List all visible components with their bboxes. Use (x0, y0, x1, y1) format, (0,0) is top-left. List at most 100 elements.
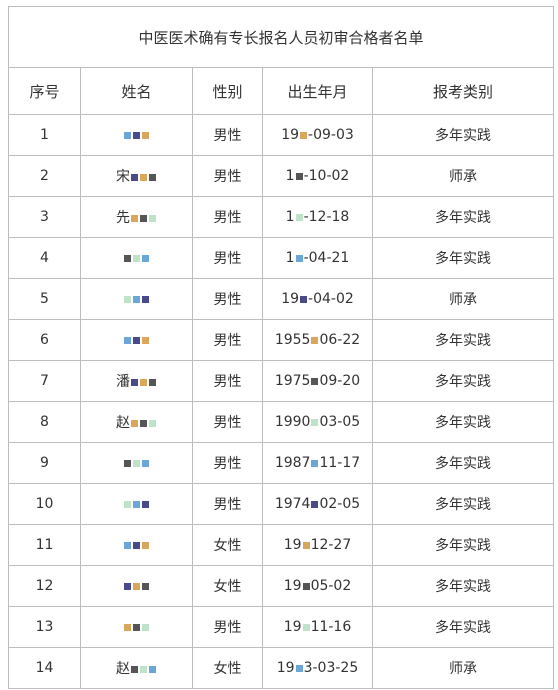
name-redacted (123, 250, 150, 266)
cell-birth: 19 12-27 (262, 524, 373, 566)
cell-number: 14 (8, 647, 81, 689)
cell-category: 多年实践 (372, 524, 554, 566)
redaction-block (140, 173, 147, 181)
redaction-block (300, 131, 308, 139)
cell-category: 多年实践 (372, 606, 554, 648)
redaction-block (302, 582, 310, 590)
cell-category: 师承 (372, 278, 554, 320)
cell-number: 9 (8, 442, 81, 484)
redaction-block (295, 254, 303, 262)
redaction-block (124, 541, 131, 549)
table-row: 11 女性 19 12-27 多年实践 (8, 524, 554, 566)
header-category: 报考类别 (372, 67, 554, 115)
cell-number: 1 (8, 114, 81, 156)
birth-year-partial: 1 (285, 209, 295, 225)
cell-number: 7 (8, 360, 81, 402)
name-redacted (123, 578, 150, 594)
cell-number: 12 (8, 565, 81, 607)
birth-date-partial: 05-02 (310, 578, 352, 594)
cell-category: 师承 (372, 155, 554, 197)
name-redacted (123, 455, 150, 471)
cell-category: 多年实践 (372, 237, 554, 279)
cell-birth: 1 -10-02 (262, 155, 373, 197)
birth-date-partial: -04-02 (308, 291, 354, 307)
cell-number: 11 (8, 524, 81, 566)
redaction-block (142, 500, 149, 508)
cell-birth: 1 -04-21 (262, 237, 373, 279)
birth-date-partial: 11-17 (319, 455, 361, 471)
redaction-block (140, 665, 147, 673)
cell-category: 多年实践 (372, 319, 554, 361)
table-row: 6 男性 1955 06-22 多年实践 (8, 319, 554, 361)
birth-date-partial: -10-02 (303, 168, 350, 184)
cell-gender: 女性 (192, 524, 263, 566)
name-redacted: 潘 (116, 371, 157, 391)
name-redacted (123, 496, 150, 512)
header-name: 姓名 (80, 67, 193, 115)
birth-date-partial: -04-21 (303, 250, 350, 266)
cell-gender: 男性 (192, 483, 263, 525)
redaction-block (124, 582, 131, 590)
redaction-block (295, 172, 303, 180)
cell-category: 多年实践 (372, 401, 554, 443)
cell-birth: 19 -04-02 (262, 278, 373, 320)
cell-birth: 1990 03-05 (262, 401, 373, 443)
redaction-block (300, 295, 308, 303)
cell-number: 4 (8, 237, 81, 279)
redaction-block (142, 582, 149, 590)
name-redacted (123, 332, 150, 348)
birth-date-partial: 11-16 (310, 619, 352, 635)
cell-gender: 男性 (192, 278, 263, 320)
table-title: 中医医术确有专长报名人员初审合格者名单 (8, 6, 554, 68)
cell-birth: 19 -09-03 (262, 114, 373, 156)
cell-name (80, 114, 193, 156)
cell-category: 多年实践 (372, 483, 554, 525)
cell-gender: 男性 (192, 237, 263, 279)
redaction-block (142, 131, 149, 139)
cell-name (80, 565, 193, 607)
cell-name: 赵 (80, 647, 193, 689)
redaction-block (131, 214, 138, 222)
cell-birth: 1974 02-05 (262, 483, 373, 525)
cell-gender: 男性 (192, 319, 263, 361)
header-birth: 出生年月 (262, 67, 373, 115)
table-row: 2 宋 男性 1 -10-02 师承 (8, 155, 554, 197)
birth-date-partial: 09-20 (319, 373, 361, 389)
cell-gender: 男性 (192, 155, 263, 197)
cell-name: 潘 (80, 360, 193, 402)
cell-number: 6 (8, 319, 81, 361)
cell-name (80, 524, 193, 566)
redaction-block (302, 541, 310, 549)
redaction-block (311, 377, 319, 385)
table-row: 10 男性 1974 02-05 多年实践 (8, 483, 554, 525)
birth-date-partial: 06-22 (319, 332, 361, 348)
cell-number: 5 (8, 278, 81, 320)
table-row: 12 女性 19 05-02 多年实践 (8, 565, 554, 607)
cell-number: 3 (8, 196, 81, 238)
name-redacted (123, 619, 150, 635)
cell-birth: 1975 09-20 (262, 360, 373, 402)
redaction-block (149, 378, 156, 386)
redaction-block (133, 541, 140, 549)
birth-year-partial: 1955 (274, 332, 311, 348)
redaction-block (142, 336, 149, 344)
birth-date-partial: -12-18 (303, 209, 350, 225)
cell-name (80, 483, 193, 525)
redaction-block (142, 541, 149, 549)
cell-name: 先 (80, 196, 193, 238)
name-redacted (123, 291, 150, 307)
cell-gender: 男性 (192, 442, 263, 484)
redaction-block (295, 213, 303, 221)
cell-birth: 1955 06-22 (262, 319, 373, 361)
cell-gender: 女性 (192, 565, 263, 607)
birth-year-partial: 19 (283, 578, 302, 594)
redaction-block (124, 336, 131, 344)
redaction-block (142, 295, 149, 303)
cell-category: 师承 (372, 647, 554, 689)
cell-category: 多年实践 (372, 565, 554, 607)
redaction-block (142, 459, 149, 467)
redaction-block (124, 459, 131, 467)
name-redacted: 赵 (116, 412, 157, 432)
birth-year-partial: 1990 (274, 414, 311, 430)
table-row: 1 男性 19 -09-03 多年实践 (8, 114, 554, 156)
